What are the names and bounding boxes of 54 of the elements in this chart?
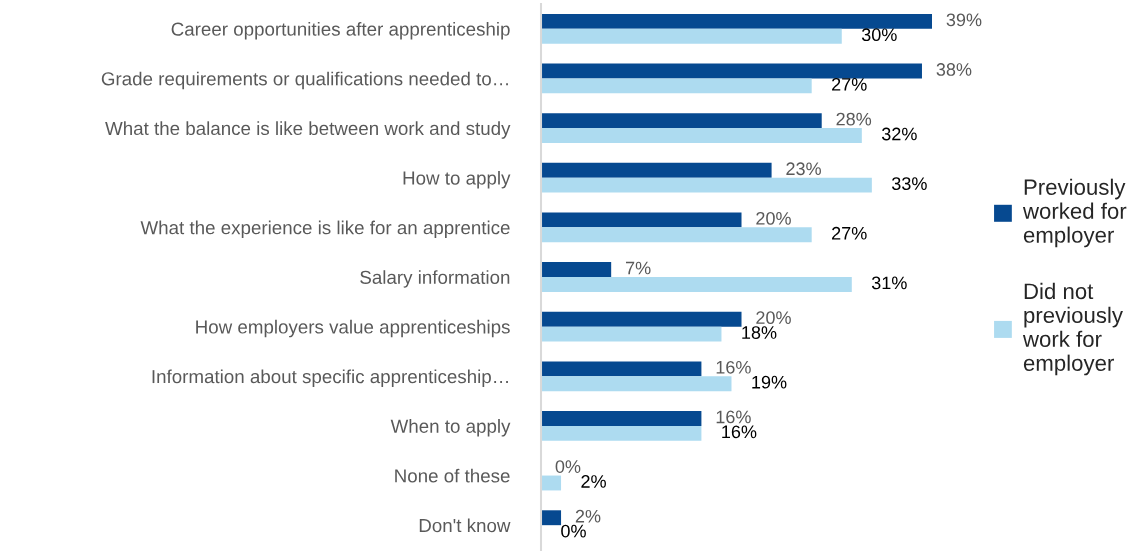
y-tick-label: What the balance is like between work and study xyxy=(105,121,511,139)
bar xyxy=(541,311,742,327)
bar xyxy=(541,425,702,441)
bar xyxy=(541,63,922,79)
data-label: 30% xyxy=(861,28,897,42)
data-label: 20% xyxy=(756,211,791,225)
bar xyxy=(541,277,852,292)
bar xyxy=(541,28,842,44)
bar xyxy=(541,376,732,392)
data-label: 39% xyxy=(946,13,982,27)
bar xyxy=(541,510,562,526)
data-label: 2% xyxy=(575,509,601,523)
bar xyxy=(541,326,722,342)
y-tick-label: Don't know xyxy=(419,518,511,533)
y-tick-label: None of these xyxy=(395,468,510,483)
y-tick-label: Information about specific apprenticeship… xyxy=(152,369,508,387)
legend-label: Did not previously work for employer xyxy=(1022,282,1123,376)
y-tick-label: How to apply xyxy=(403,170,511,189)
data-label: 16% xyxy=(716,410,751,424)
bar xyxy=(541,78,812,94)
data-label: 31% xyxy=(871,276,907,290)
data-label: 19% xyxy=(752,375,787,389)
y-tick-label: Salary information xyxy=(360,270,510,288)
data-label: 27% xyxy=(832,77,867,91)
bar xyxy=(541,361,702,377)
data-label: 28% xyxy=(836,112,872,126)
data-label: 16% xyxy=(722,425,757,439)
y-tick-label: How employers value apprenticeships xyxy=(196,319,510,338)
bar xyxy=(541,411,702,426)
bar xyxy=(541,262,612,277)
data-label: 23% xyxy=(786,162,821,176)
legend-label: Previously worked for employer xyxy=(1022,178,1127,248)
y-tick-label: When to apply xyxy=(390,419,511,437)
bar xyxy=(541,128,862,143)
bar xyxy=(541,13,932,29)
data-label: 32% xyxy=(881,127,917,141)
y-tick-label: What the experience is like for an apprentice xyxy=(140,220,510,239)
data-label: 0% xyxy=(555,460,581,473)
data-label: 27% xyxy=(832,226,867,240)
data-label: 7% xyxy=(625,261,651,275)
bar xyxy=(541,227,812,243)
data-label: 16% xyxy=(716,360,751,374)
data-label: 18% xyxy=(742,326,777,339)
bar xyxy=(541,177,872,193)
data-label: 2% xyxy=(581,475,606,488)
data-label: 20% xyxy=(756,311,791,325)
bar xyxy=(541,162,772,178)
data-label: 0% xyxy=(561,524,586,538)
bar xyxy=(541,212,742,228)
bar xyxy=(541,113,822,129)
y-tick-label: Grade requirements or qualifications needed to… xyxy=(101,71,508,90)
data-label: 38% xyxy=(936,63,972,76)
data-label: 33% xyxy=(891,177,927,191)
y-tick-label: Career opportunities after apprenticeship xyxy=(171,22,510,40)
